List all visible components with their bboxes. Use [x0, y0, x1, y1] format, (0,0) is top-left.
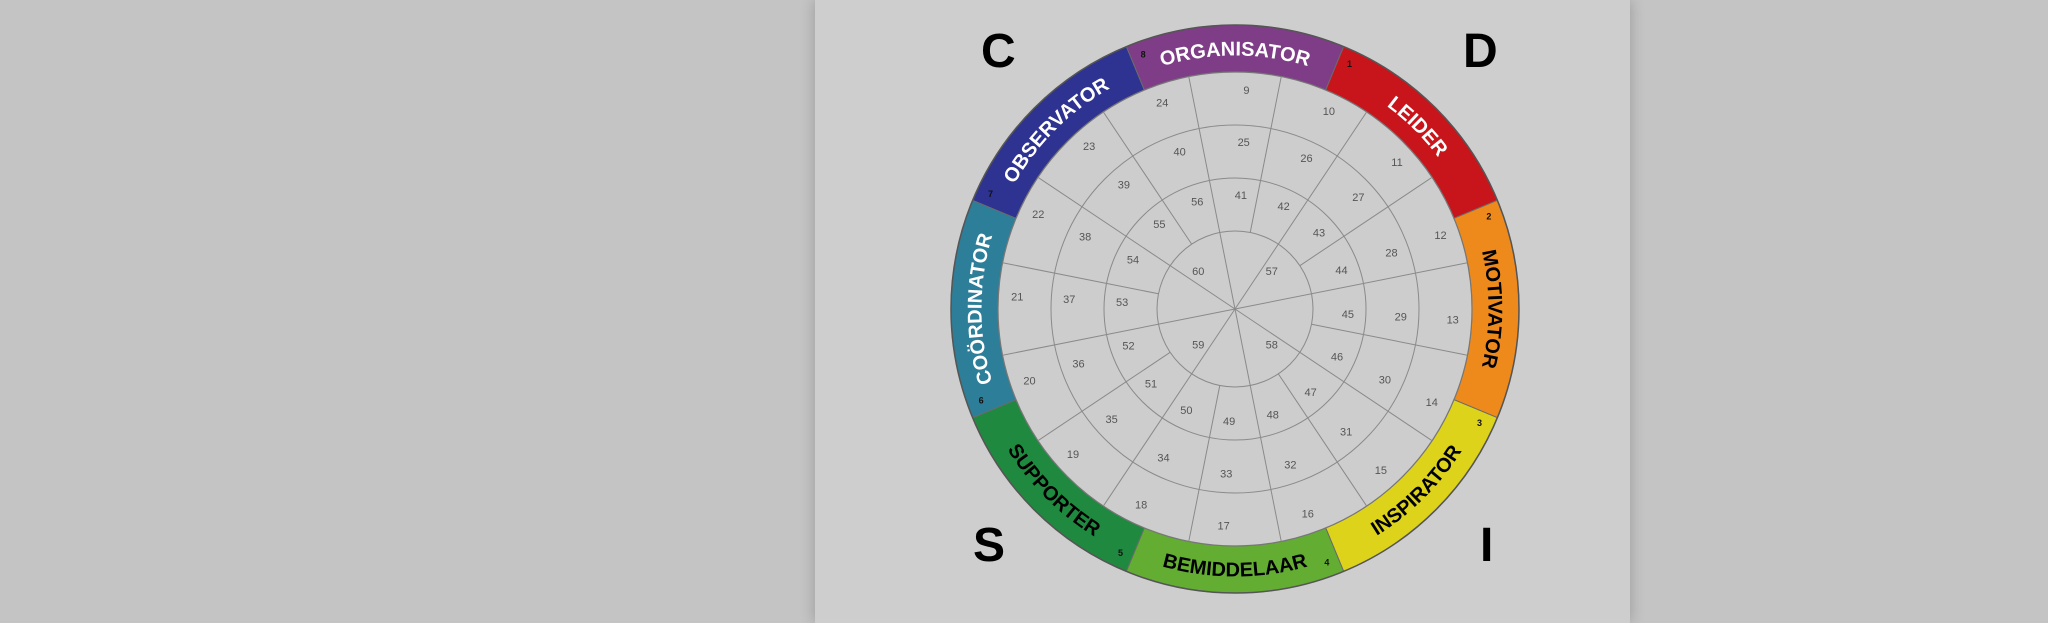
cell-number: 22 [1032, 209, 1044, 221]
inner-wheel [997, 71, 1473, 547]
spoke-line [1188, 76, 1236, 310]
cell-number: 11 [1391, 157, 1402, 169]
cell-number: 43 [1313, 227, 1325, 239]
cell-number: 58 [1266, 340, 1278, 352]
segment-number: 8 [1141, 49, 1146, 59]
cell-number: 48 [1267, 409, 1279, 421]
cell-number: 16 [1302, 508, 1314, 520]
cell-number: 46 [1331, 352, 1343, 364]
cell-number: 47 [1304, 387, 1316, 399]
spoke-line [1234, 308, 1282, 542]
spoke-line [1002, 308, 1236, 356]
cell-number: 57 [1266, 266, 1278, 278]
cell-number: 13 [1447, 314, 1459, 326]
quadrant-label-c: C [981, 25, 1016, 78]
spoke-line [1234, 308, 1433, 442]
cell-number: 60 [1192, 266, 1204, 278]
cell-number: 10 [1323, 106, 1335, 118]
cell-number: 51 [1145, 379, 1157, 391]
segment-number: 6 [979, 395, 984, 405]
cell-number: 39 [1118, 180, 1130, 192]
spoke-line [1102, 308, 1236, 507]
quadrant-label-s: S [973, 519, 1006, 572]
cell-number: 37 [1063, 294, 1075, 306]
spoke-line [1234, 262, 1468, 310]
cell-number: 59 [1192, 340, 1204, 352]
ring-circle [1103, 177, 1367, 441]
cell-number: 21 [1011, 291, 1023, 303]
cell-number: 53 [1116, 297, 1128, 309]
cell-number: 9 [1243, 85, 1249, 97]
cell-number: 41 [1235, 190, 1247, 202]
cell-number: 55 [1153, 219, 1165, 231]
cell-number: 24 [1156, 97, 1168, 109]
spoke-line [1037, 176, 1236, 310]
segment-number: 2 [1486, 211, 1491, 221]
cell-number: 40 [1173, 146, 1185, 158]
cell-number: 52 [1122, 341, 1134, 353]
cell-number: 36 [1072, 358, 1084, 370]
cell-number: 18 [1135, 500, 1147, 512]
cell-number: 23 [1083, 141, 1095, 153]
cell-number: 30 [1379, 374, 1391, 386]
cell-number: 42 [1278, 201, 1290, 213]
segment-number: 7 [988, 189, 993, 199]
cell-number: 31 [1340, 426, 1352, 438]
cell-number: 15 [1375, 465, 1387, 477]
cell-number: 28 [1385, 247, 1397, 259]
cell-number: 45 [1342, 309, 1354, 321]
cell-number: 50 [1180, 405, 1192, 417]
spoke-line [1188, 385, 1221, 542]
cell-number: 17 [1217, 521, 1229, 533]
cell-number: 26 [1300, 153, 1312, 165]
ring-numbers: 9 10 11 12 13 14 15 16 17 18 19 20 21 22 23 24 25 26 27 28 2… [1011, 85, 1459, 532]
cell-number: 29 [1395, 312, 1407, 324]
segment-number: 4 [1324, 557, 1329, 567]
segment-number: 5 [1118, 548, 1123, 558]
cell-number: 38 [1079, 231, 1091, 243]
cell-number: 14 [1426, 397, 1438, 409]
cell-number: 27 [1352, 192, 1364, 204]
cell-number: 35 [1106, 414, 1118, 426]
spoke-line [1299, 176, 1433, 267]
cell-number: 20 [1023, 376, 1035, 388]
spoke-line [1234, 111, 1368, 310]
spoke-line [1311, 323, 1468, 356]
cell-number: 44 [1335, 265, 1347, 277]
cell-number: 25 [1238, 137, 1250, 149]
quadrant-label-i: I [1480, 519, 1494, 572]
cell-number: 49 [1223, 416, 1235, 428]
cell-number: 12 [1434, 230, 1446, 242]
cell-number: 34 [1157, 453, 1169, 465]
spoke-line [1249, 76, 1282, 233]
quadrant-label-d: D [1463, 25, 1498, 78]
cell-number: 33 [1220, 469, 1232, 481]
spoke-line [1037, 351, 1171, 442]
cell-number: 32 [1284, 459, 1296, 471]
spoke-line [1002, 262, 1159, 295]
ring-circle [1050, 124, 1420, 494]
ring-circle [1156, 230, 1314, 388]
wheel-outline [950, 24, 1520, 594]
spoke-line [1102, 111, 1193, 245]
segment-number: 1 [1347, 59, 1352, 69]
cell-number: 56 [1191, 196, 1203, 208]
cell-number: 19 [1067, 449, 1079, 461]
segment-number: 3 [1477, 418, 1482, 428]
spoke-line [1277, 373, 1368, 507]
cell-number: 54 [1127, 254, 1139, 266]
